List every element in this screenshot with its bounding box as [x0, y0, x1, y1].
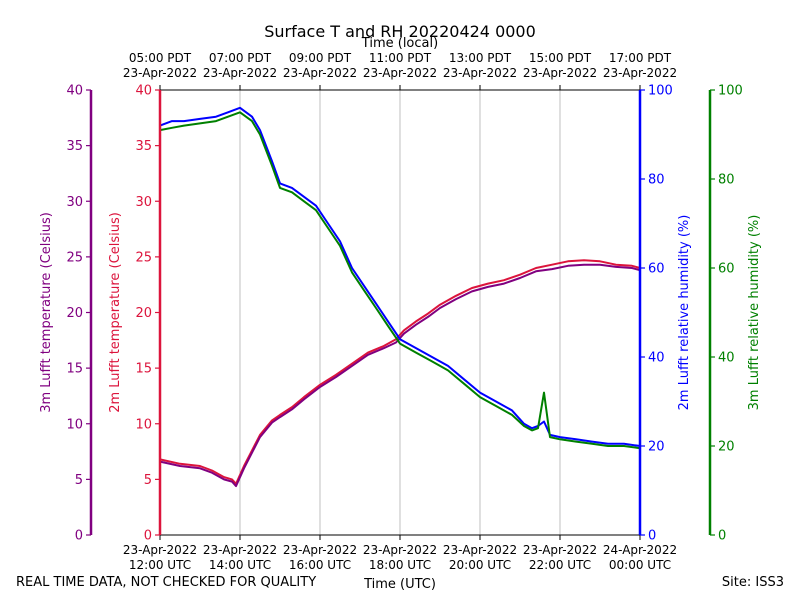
y-tick-label-t3: 35	[66, 139, 83, 154]
y-tick-label-t3: 20	[66, 306, 83, 321]
y-tick-label-t3: 0	[75, 529, 83, 544]
x2-tick-label-time: 13:00 PDT	[449, 51, 512, 65]
y-tick-label-t2: 10	[135, 417, 152, 432]
y-tick-label-rh3: 40	[718, 351, 735, 366]
y-tick-label-t3: 10	[66, 417, 83, 432]
y-tick-label-rh2: 80	[648, 173, 665, 188]
x-axis-label: Time (UTC)	[363, 577, 436, 592]
gridlines	[239, 90, 561, 535]
y-axis-label-t2: 2m Lufft temperature (Celsius)	[108, 212, 123, 413]
y-tick-label-t2: 25	[135, 250, 152, 265]
series-3m-lufft-temperature	[159, 263, 641, 488]
x-tick-label-time: 12:00 UTC	[129, 558, 191, 572]
y-axis-label-t3: 3m Lufft temperature (Celsius)	[39, 212, 54, 413]
y-tick-label-rh3: 100	[718, 84, 743, 99]
series-3m-lufft-relative-humidity	[159, 111, 641, 450]
y-tick-label-rh2: 100	[648, 84, 673, 99]
x2-tick-label-time: 11:00 PDT	[369, 51, 432, 65]
x-tick-label-time: 00:00 UTC	[609, 558, 671, 572]
y-tick-label-t3: 25	[66, 250, 83, 265]
x2-tick-label-date: 23-Apr-2022	[523, 66, 597, 80]
x-tick-label-date: 23-Apr-2022	[283, 543, 357, 557]
y-tick-label-t3: 30	[66, 195, 83, 210]
x2-tick-label-time: 17:00 PDT	[609, 51, 672, 65]
y-tick-label-t2: 0	[144, 529, 152, 544]
series-2m-lufft-relative-humidity	[159, 106, 641, 447]
x2-tick-label-time: 07:00 PDT	[209, 51, 272, 65]
y-tick-label-t2: 35	[135, 139, 152, 154]
y-tick-label-rh3: 60	[718, 262, 735, 277]
y-tick-label-t3: 40	[66, 84, 83, 99]
x-tick-label-time: 16:00 UTC	[289, 558, 351, 572]
x-tick-label-date: 23-Apr-2022	[523, 543, 597, 557]
x2-tick-label-date: 23-Apr-2022	[123, 66, 197, 80]
x2-tick-label-date: 23-Apr-2022	[603, 66, 677, 80]
y-tick-label-rh2: 60	[648, 262, 665, 277]
chart-title: Surface T and RH 20220424 0000	[264, 22, 536, 41]
y-tick-label-rh3: 80	[718, 173, 735, 188]
x2-tick-label-time: 15:00 PDT	[529, 51, 592, 65]
y-tick-label-t3: 15	[66, 362, 83, 377]
y-tick-label-rh3: 20	[718, 440, 735, 455]
x-tick-label-date: 24-Apr-2022	[603, 543, 677, 557]
x-tick-label-time: 18:00 UTC	[369, 558, 431, 572]
site-label: Site: ISS3	[721, 575, 784, 590]
y-tick-label-rh2: 40	[648, 351, 665, 366]
x-tick-label-date: 23-Apr-2022	[443, 543, 517, 557]
x-tick-label-date: 23-Apr-2022	[123, 543, 197, 557]
quality-notice: REAL TIME DATA, NOT CHECKED FOR QUALITY	[16, 575, 317, 590]
y-axis-label-rh2: 2m Lufft relative humidity (%)	[677, 215, 692, 411]
x2-tick-label-time: 09:00 PDT	[289, 51, 352, 65]
y-axis-label-rh3: 3m Lufft relative humidity (%)	[747, 215, 762, 411]
x2-tick-label-date: 23-Apr-2022	[443, 66, 517, 80]
y-tick-label-rh2: 0	[648, 529, 656, 544]
y-tick-label-t2: 15	[135, 362, 152, 377]
x-tick-label-time: 14:00 UTC	[209, 558, 271, 572]
y-tick-label-t2: 40	[135, 84, 152, 99]
y-tick-label-t3: 5	[75, 473, 83, 488]
x2-tick-label-date: 23-Apr-2022	[283, 66, 357, 80]
y-tick-label-rh2: 20	[648, 440, 665, 455]
x-tick-label-date: 23-Apr-2022	[203, 543, 277, 557]
x2-tick-label-date: 23-Apr-2022	[363, 66, 437, 80]
top-axis-label: Time (local)	[361, 36, 438, 51]
y-tick-label-t2: 30	[135, 195, 152, 210]
series-layer	[159, 106, 641, 488]
y-tick-label-rh3: 0	[718, 529, 726, 544]
y-tick-label-t2: 20	[135, 306, 152, 321]
x-tick-label-time: 20:00 UTC	[449, 558, 511, 572]
x-tick-label-time: 22:00 UTC	[529, 558, 591, 572]
x2-tick-label-time: 05:00 PDT	[129, 51, 192, 65]
y-tick-label-t2: 5	[144, 473, 152, 488]
x2-tick-label-date: 23-Apr-2022	[203, 66, 277, 80]
x-tick-label-date: 23-Apr-2022	[363, 543, 437, 557]
